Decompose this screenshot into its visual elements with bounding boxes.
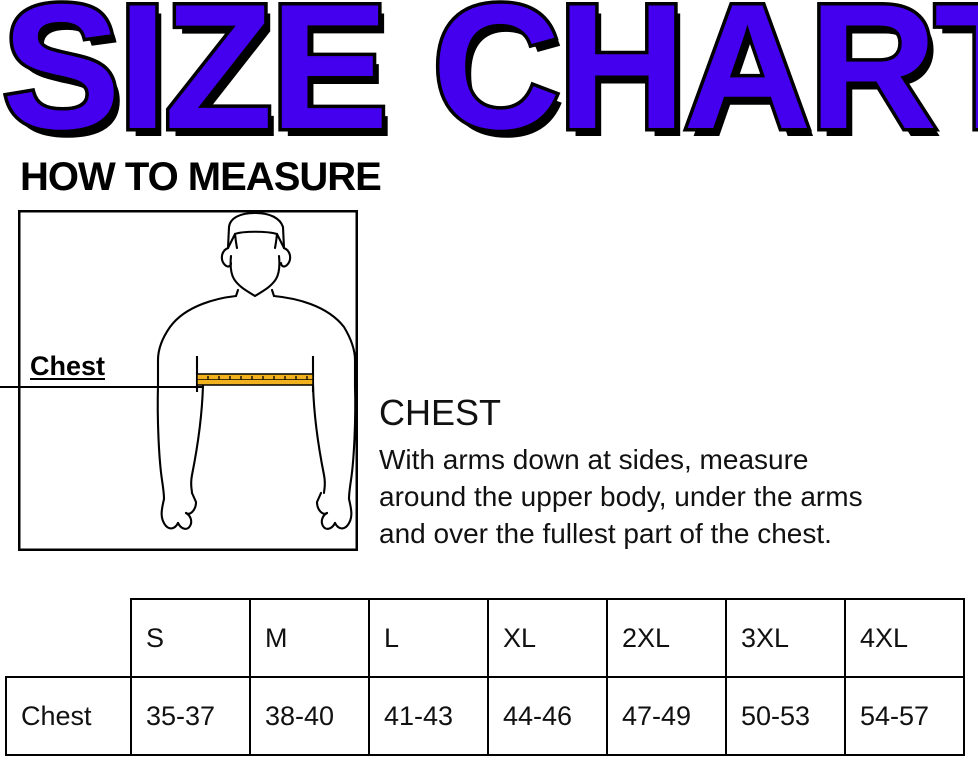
svg-text:SIZE CHART: SIZE CHART <box>2 0 978 160</box>
